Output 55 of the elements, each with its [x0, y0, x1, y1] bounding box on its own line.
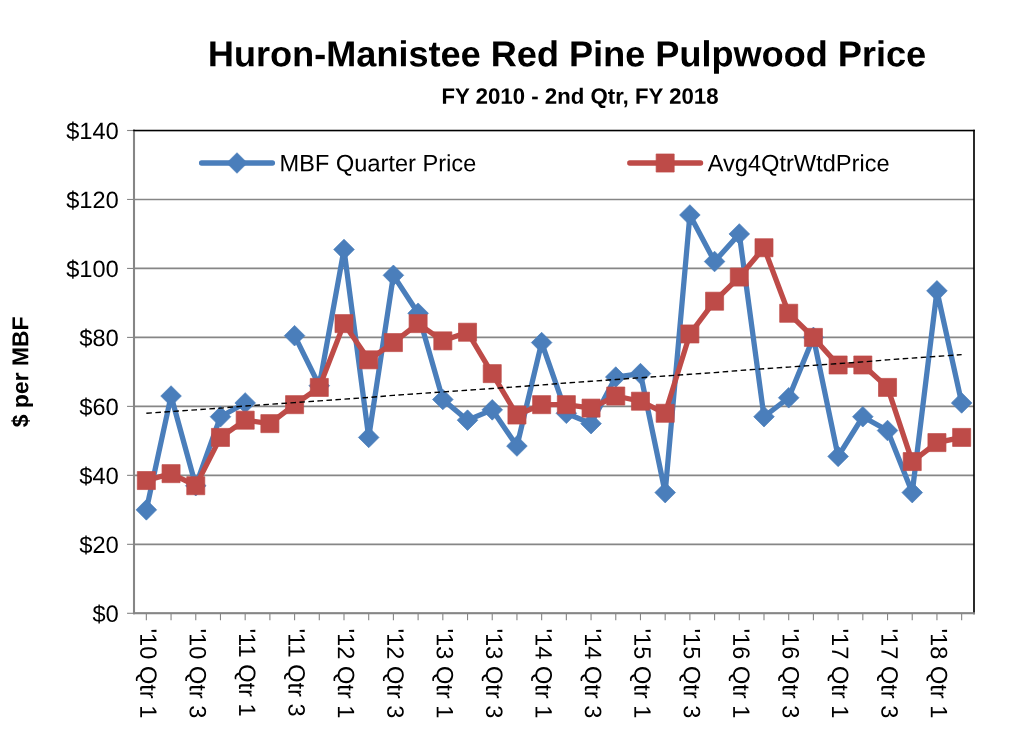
point: [135, 499, 158, 521]
x-tick-label: '12 Qtr 3: [382, 629, 404, 718]
point: [507, 405, 527, 425]
point: [581, 398, 601, 418]
x-tick-label: '14 Qtr 3: [580, 629, 602, 718]
point: [556, 395, 576, 415]
x-tick-label: '16 Qtr 1: [728, 629, 750, 718]
point: [606, 386, 626, 406]
y-tick-label: $100: [66, 259, 118, 279]
chart-title: Huron-Manistee Red Pine Pulpwood Price: [210, 40, 925, 74]
y-tick-label: $80: [79, 328, 118, 348]
point: [778, 387, 800, 409]
point: [605, 366, 627, 388]
point: [926, 280, 948, 302]
y-axis-title: $ per MBF: [11, 317, 33, 427]
point: [433, 331, 453, 351]
point: [680, 324, 700, 344]
point: [136, 471, 156, 490]
x-tick-label: '17 Qtr 1: [827, 629, 849, 718]
point: [950, 392, 973, 414]
y-tick-label: $120: [66, 190, 118, 210]
point: [481, 399, 503, 421]
x-tick-label: '15 Qtr 1: [629, 629, 651, 718]
point: [629, 362, 652, 385]
point: [506, 435, 528, 457]
point: [260, 414, 280, 434]
y-tick-label: $0: [92, 604, 118, 624]
point: [878, 378, 897, 397]
x-tick-label: '10 Qtr 3: [185, 629, 207, 718]
y-tick-label: $40: [79, 466, 118, 486]
chart-subtitle: FY 2010 - 2nd Qtr, FY 2018: [442, 87, 718, 109]
x-tick-label: '16 Qtr 3: [778, 629, 800, 718]
x-tick-label: '11 Qtr 3: [284, 629, 305, 716]
point: [458, 322, 477, 342]
x-tick-label: '12 Qtr 1: [333, 629, 355, 718]
y-tick-label: $20: [79, 535, 118, 555]
point: [876, 419, 899, 442]
x-tick-label: '14 Qtr 1: [531, 629, 553, 718]
point: [382, 264, 405, 286]
y-tick-label: $140: [66, 121, 118, 141]
point: [283, 325, 306, 347]
point: [482, 364, 502, 383]
point: [359, 350, 379, 370]
x-tick-label: '18 Qtr 1: [926, 629, 948, 718]
x-tick-label: '17 Qtr 3: [876, 629, 898, 718]
x-tick-label: '15 Qtr 3: [679, 629, 701, 718]
x-tick-label: '13 Qtr 3: [481, 629, 503, 718]
x-tick-label: '10 Qtr 1: [135, 629, 157, 718]
legend-label: MBF Quarter Price: [281, 154, 476, 176]
point: [729, 267, 749, 287]
x-tick-label: '11 Qtr 1: [234, 629, 256, 716]
y-tick-label: $60: [79, 397, 118, 417]
x-tick-label: '13 Qtr 1: [432, 629, 454, 718]
legend-label: Avg4QtrWtdPrice: [707, 154, 889, 177]
point: [753, 406, 775, 428]
